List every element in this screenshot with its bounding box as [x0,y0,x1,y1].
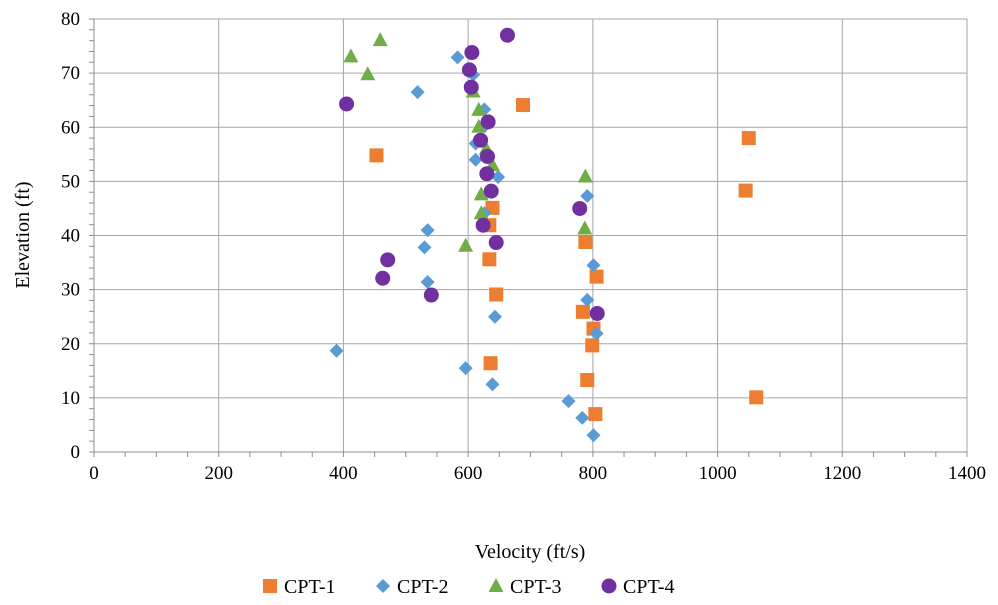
data-points [329,27,764,443]
data-point [479,148,495,164]
y-tick-label: 60 [61,117,80,138]
data-point [483,183,499,199]
legend-label: CPT-1 [284,576,336,598]
data-point [479,166,495,182]
data-point [588,407,603,422]
data-point [480,114,496,130]
data-point [487,309,502,324]
x-tick-label: 1400 [948,463,986,484]
x-tick-label: 0 [89,463,99,484]
data-point [471,118,487,133]
data-point [586,428,601,443]
data-point [458,237,474,252]
data-point [458,361,473,376]
data-point [491,170,506,185]
data-point [369,148,384,163]
data-point [380,252,396,268]
data-point [450,50,465,65]
legend-item-cpt-2: CPT-2 [376,576,449,598]
data-point [417,240,432,255]
data-point [578,234,593,249]
x-tick-label: 600 [454,463,483,484]
data-point [589,326,604,341]
legend-label: CPT-3 [510,576,562,598]
y-tick-label: 20 [61,334,80,355]
y-tick-label: 70 [61,63,80,84]
data-point [589,305,605,321]
y-tick-label: 10 [61,388,80,409]
data-point [575,304,590,319]
legend: CPT-1 CPT-2 CPT-3 CPT-4 [263,576,675,598]
data-point [561,394,576,409]
data-point [473,186,489,201]
data-point [580,373,595,388]
data-point [580,292,595,307]
y-axis-title: Elevation (ft) [12,181,34,288]
data-point [741,131,756,146]
data-point [420,223,435,238]
legend-marker [263,579,277,593]
data-point [482,252,497,267]
tick-labels: 0 200 400 600 800 1000 1200 1400 0 10 20 30 40 50 60 70… [61,9,986,484]
data-point [575,410,590,425]
data-point [485,377,500,392]
axes [89,18,968,457]
data-point [488,235,504,251]
legend-marker [376,579,390,593]
data-point [585,338,600,353]
legend-label: CPT-4 [623,576,675,598]
x-axis-title: Velocity (ft/s) [475,541,586,563]
legend-item-cpt-4: CPT-4 [601,576,675,598]
data-point [473,132,489,148]
legend-label: CPT-2 [397,576,449,598]
x-tick-label: 200 [204,463,233,484]
data-point [464,45,480,61]
y-tick-label: 40 [61,226,80,247]
data-point [580,188,595,203]
legend-marker [601,578,617,594]
data-point [468,152,483,167]
data-point [577,168,593,183]
y-tick-label: 0 [71,442,81,463]
y-tick-label: 50 [61,171,80,192]
data-point [572,200,588,216]
x-tick-label: 1200 [823,463,861,484]
data-point [339,96,355,112]
x-tick-label: 1000 [699,463,737,484]
data-point [372,32,388,47]
grid-lines [94,18,968,452]
data-point [360,66,376,81]
series-cpt-3 [343,32,593,252]
series-cpt-4 [339,27,605,321]
data-point [329,343,344,358]
data-point [516,98,531,113]
legend-item-cpt-3: CPT-3 [488,576,562,598]
x-tick-label: 400 [329,463,358,484]
data-point [420,275,435,290]
y-tick-label: 80 [61,9,80,30]
data-point [749,390,764,405]
data-point [586,258,601,273]
data-point [489,287,504,302]
x-tick-label: 800 [579,463,608,484]
data-point [475,217,491,233]
legend-marker [488,578,504,592]
data-point [577,220,593,235]
data-point [410,85,425,100]
data-point [375,270,391,286]
data-point [589,269,604,284]
series-cpt-1 [369,98,764,422]
y-tick-label: 30 [61,280,80,301]
data-point [499,27,515,43]
data-point [473,205,489,220]
data-point [423,287,439,303]
data-point [343,48,359,63]
data-point [463,79,479,95]
data-point [483,356,498,371]
data-point [461,62,477,78]
legend-item-cpt-1: CPT-1 [263,576,336,598]
data-point [738,183,753,198]
data-point [471,101,487,116]
